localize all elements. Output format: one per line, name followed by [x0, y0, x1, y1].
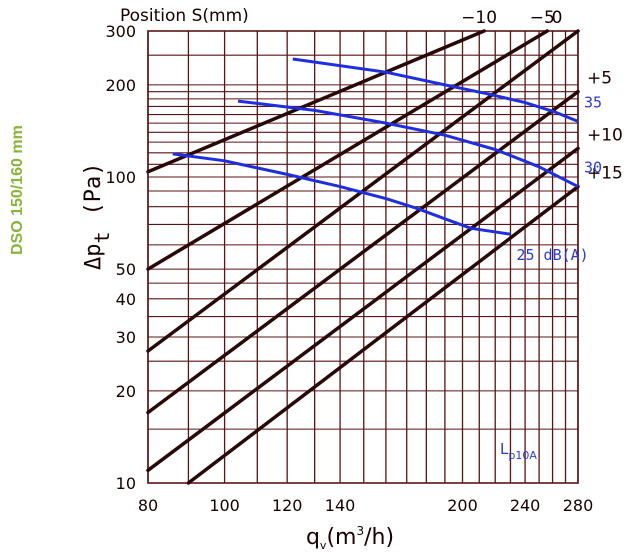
plot-frame [147, 30, 579, 484]
position-line [146, 89, 580, 415]
position-label: +5 [587, 69, 612, 89]
y-axis-label-group: Δpt(Pa) [81, 162, 114, 270]
y-axis-label: Δpt(Pa) [81, 162, 114, 270]
x-tick-label: 100 [209, 496, 240, 515]
position-label: −10 [461, 8, 497, 28]
top-axis-label: Position S(mm) [120, 6, 249, 26]
position-lines [146, 29, 580, 485]
position-label: 0 [552, 8, 563, 28]
x-axis-label: qv(m3/h) [306, 524, 394, 552]
axis-labels: 80 100 120 140 200 240 2801020304050100200300q… [81, 6, 623, 552]
position-line [146, 29, 549, 271]
noise-curve [172, 152, 511, 236]
x-tick-label: 140 [325, 496, 356, 515]
noise-label: 30 [584, 159, 602, 177]
position-label: −5 [530, 8, 555, 28]
y-tick-label: 30 [116, 328, 136, 347]
y-tick-label: 10 [116, 474, 136, 493]
side-title: DSO 150/160 mm [9, 125, 26, 255]
x-tick-label: 120 [272, 496, 303, 515]
x-tick-label: 200 [447, 496, 478, 515]
position-label: +10 [587, 125, 623, 145]
x-tick-label: 240 [510, 496, 541, 515]
position-line [146, 29, 580, 353]
side-title-group: DSO 150/160 mm [9, 125, 26, 255]
y-tick-label: 200 [105, 76, 136, 95]
noise-label: 25 dB(A) [516, 246, 588, 264]
x-tick-label: 280 [563, 496, 594, 515]
lp10a-annotation: Lp10A [500, 440, 537, 462]
position-line [146, 146, 580, 473]
noise-label: 35 [584, 93, 602, 111]
position-label: +15 [587, 164, 623, 184]
y-tick-label: 40 [116, 290, 136, 309]
y-tick-label: 100 [105, 168, 136, 187]
y-tick-label: 50 [116, 260, 136, 279]
noise-curve [292, 57, 579, 123]
noise-curves [172, 57, 579, 236]
position-line [186, 184, 580, 485]
x-tick-label: 80 [138, 496, 158, 515]
noise-curve [237, 99, 579, 188]
grid [147, 30, 579, 484]
y-tick-label: 300 [105, 22, 136, 41]
y-tick-label: 20 [116, 382, 136, 401]
position-line [146, 29, 486, 174]
